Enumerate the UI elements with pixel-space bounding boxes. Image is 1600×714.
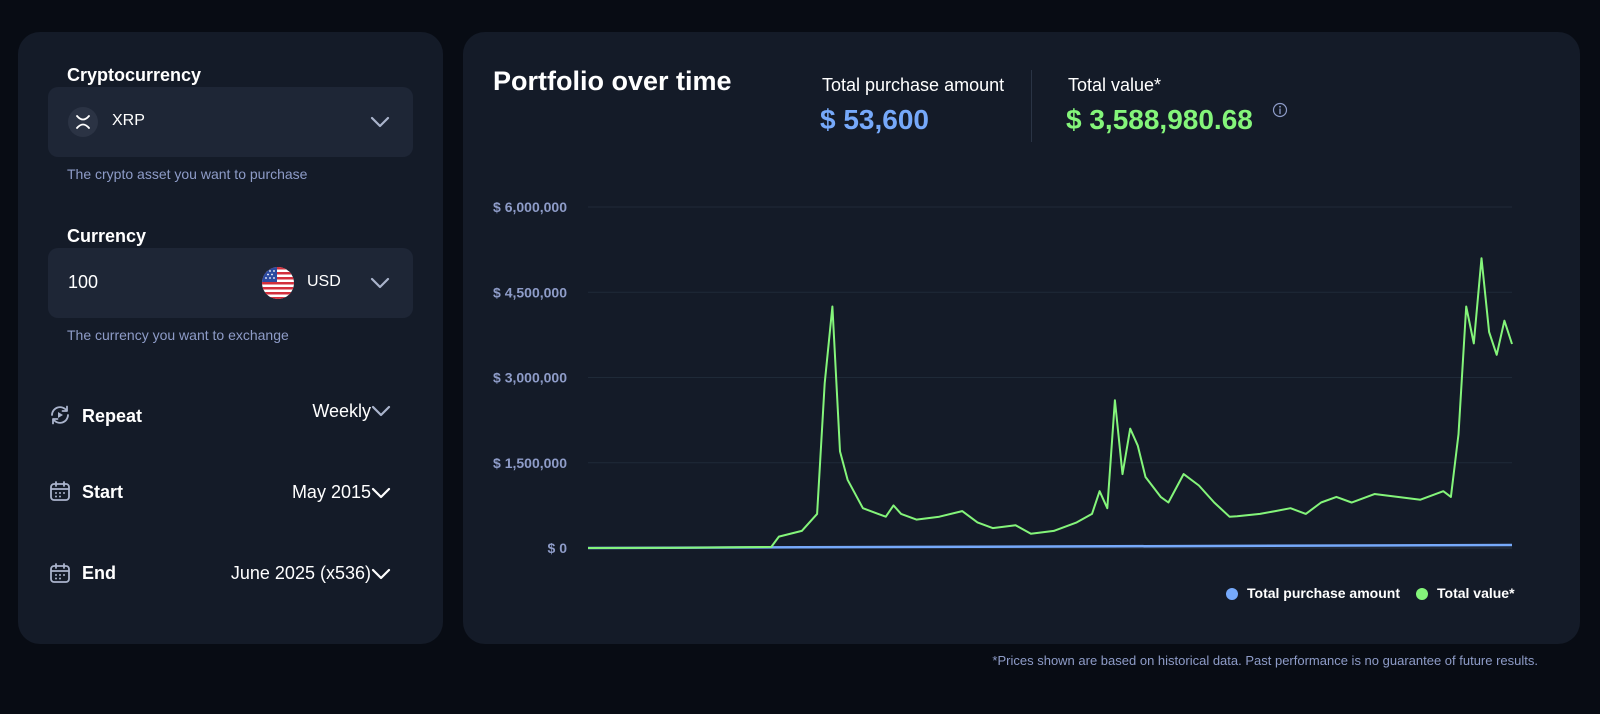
xrp-icon	[68, 107, 98, 137]
crypto-label: Cryptocurrency	[67, 65, 202, 85]
currency-label: Currency	[67, 226, 147, 246]
total-value-label: Total value*	[1068, 75, 1162, 95]
start-label: Start	[82, 482, 124, 502]
chevron-down-icon[interactable]	[370, 277, 390, 289]
legend-dot-purchase	[1226, 588, 1238, 600]
currency-helper-text: The currency you want to exchange	[67, 327, 289, 343]
calculator-panel: Cryptocurrency XRP The crypto asset you …	[18, 32, 443, 644]
series-line-value	[587, 257, 1513, 549]
calendar-icon	[50, 563, 70, 583]
crypto-select[interactable]: XRP	[48, 87, 413, 157]
us-flag-icon	[262, 267, 294, 299]
repeat-icon	[51, 405, 69, 425]
end-label: End	[82, 563, 116, 583]
currency-code: USD	[307, 273, 341, 290]
currency-input-group: 100 USD	[48, 248, 413, 318]
portfolio-chart: $ 6,000,000 $ 4,500,000 $ 3,000,000 $ 1,500…	[493, 199, 1513, 556]
y-tick-label: $ 4,500,000	[493, 284, 567, 300]
y-tick-label: $ 0	[548, 540, 568, 556]
crypto-helper-text: The crypto asset you want to purchase	[67, 166, 308, 182]
total-value-value: $ 3,588,980.68	[1066, 104, 1253, 135]
disclaimer-text: *Prices shown are based on historical da…	[992, 653, 1538, 668]
end-value[interactable]: June 2025 (x536)	[230, 563, 371, 583]
chevron-down-icon[interactable]	[371, 405, 391, 417]
y-tick-label: $ 1,500,000	[493, 455, 567, 471]
stat-divider	[1031, 70, 1032, 142]
legend-purchase: Total purchase amount	[1247, 585, 1400, 601]
crypto-selected-value: XRP	[112, 112, 145, 129]
amount-input[interactable]: 100	[68, 272, 99, 292]
info-icon[interactable]	[1272, 102, 1288, 118]
chart-title: Portfolio over time	[493, 66, 732, 96]
legend-dot-value	[1416, 588, 1428, 600]
repeat-value[interactable]: Weekly	[312, 401, 371, 421]
calendar-icon	[50, 481, 70, 501]
chart-panel: Portfolio over time Total purchase amoun…	[463, 32, 1580, 644]
purchase-amount-label: Total purchase amount	[822, 75, 1005, 95]
repeat-label: Repeat	[82, 406, 143, 426]
y-tick-label: $ 6,000,000	[493, 199, 567, 215]
chevron-down-icon[interactable]	[371, 487, 391, 499]
legend-value: Total value*	[1437, 585, 1515, 601]
start-value[interactable]: May 2015	[291, 482, 371, 502]
y-tick-label: $ 3,000,000	[493, 370, 567, 386]
chevron-down-icon[interactable]	[371, 568, 391, 580]
chevron-down-icon[interactable]	[370, 116, 390, 128]
purchase-amount-value: $ 53,600	[820, 104, 929, 135]
